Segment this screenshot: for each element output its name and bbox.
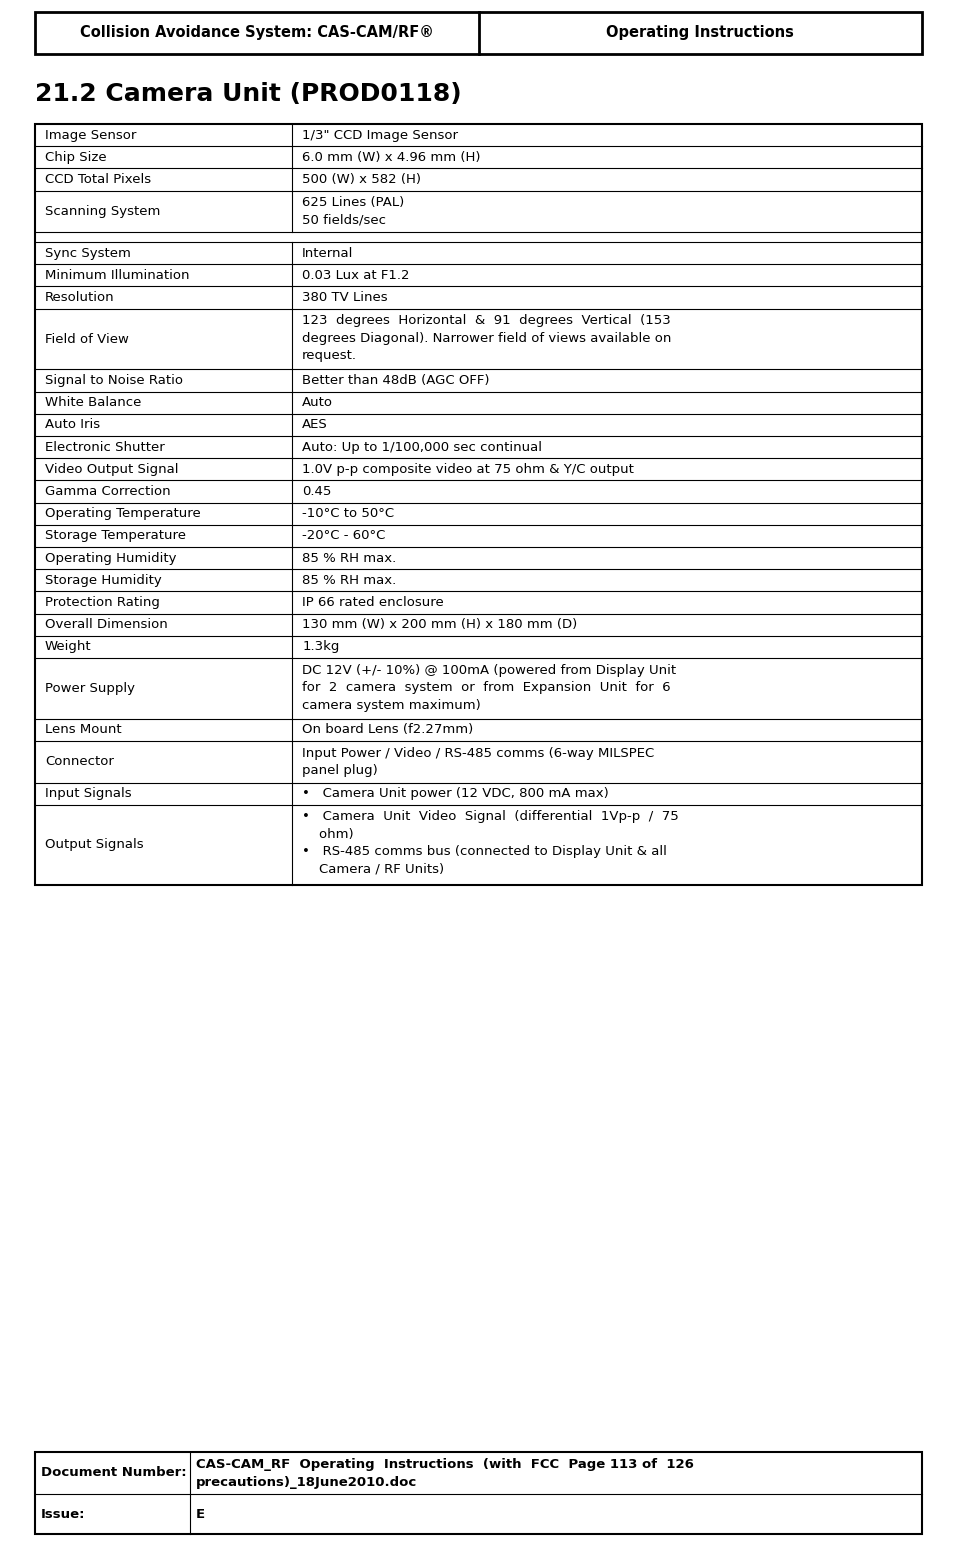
- Text: DC 12V (+/- 10%) @ 100mA (powered from Display Unit
for  2  camera  system  or  : DC 12V (+/- 10%) @ 100mA (powered from D…: [302, 663, 677, 711]
- Text: Minimum Illumination: Minimum Illumination: [45, 269, 189, 281]
- Text: 0.45: 0.45: [302, 485, 332, 498]
- Text: Operating Instructions: Operating Instructions: [607, 25, 794, 40]
- Text: Storage Humidity: Storage Humidity: [45, 574, 162, 587]
- Text: 1.0V p-p composite video at 75 ohm & Υ/C output: 1.0V p-p composite video at 75 ohm & Υ/C…: [302, 462, 634, 476]
- Text: Auto Iris: Auto Iris: [45, 419, 100, 431]
- Text: CAS-CAM_RF  Operating  Instructions  (with  FCC  Page 113 of  126
precautions)_1: CAS-CAM_RF Operating Instructions (with …: [196, 1458, 694, 1489]
- Text: 6.0 mm (W) x 4.96 mm (H): 6.0 mm (W) x 4.96 mm (H): [302, 152, 480, 164]
- Text: CCD Total Pixels: CCD Total Pixels: [45, 173, 151, 186]
- Text: Chip Size: Chip Size: [45, 152, 106, 164]
- Text: 130 mm (W) x 200 mm (H) x 180 mm (D): 130 mm (W) x 200 mm (H) x 180 mm (D): [302, 618, 577, 631]
- Text: •   Camera  Unit  Video  Signal  (differential  1Vp-p  /  75
    ohm)
•   RS-485: • Camera Unit Video Signal (differential…: [302, 810, 679, 875]
- Text: •   Camera Unit power (12 VDC, 800 mA max): • Camera Unit power (12 VDC, 800 mA max): [302, 787, 609, 801]
- Text: 1.3kg: 1.3kg: [302, 640, 340, 654]
- Bar: [35, 12, 922, 54]
- Text: Better than 48dB (AGC OFF): Better than 48dB (AGC OFF): [302, 374, 490, 386]
- Text: Weight: Weight: [45, 640, 92, 654]
- Text: White Balance: White Balance: [45, 396, 142, 410]
- Text: On board Lens (f2.27mm): On board Lens (f2.27mm): [302, 724, 474, 736]
- Text: Electronic Shutter: Electronic Shutter: [45, 441, 165, 453]
- Text: Video Output Signal: Video Output Signal: [45, 462, 179, 476]
- Text: Operating Humidity: Operating Humidity: [45, 552, 176, 564]
- Text: E: E: [196, 1507, 206, 1521]
- Text: Image Sensor: Image Sensor: [45, 128, 137, 142]
- Text: Auto: Auto: [302, 396, 333, 410]
- Text: Input Signals: Input Signals: [45, 787, 132, 801]
- Text: Sync System: Sync System: [45, 247, 131, 260]
- Text: 625 Lines (PAL)
50 fields/sec: 625 Lines (PAL) 50 fields/sec: [302, 196, 405, 227]
- Text: IP 66 rated enclosure: IP 66 rated enclosure: [302, 597, 444, 609]
- Text: 1/3" CCD Image Sensor: 1/3" CCD Image Sensor: [302, 128, 458, 142]
- Text: 123  degrees  Horizontal  &  91  degrees  Vertical  (153
degrees Diagonal). Narr: 123 degrees Horizontal & 91 degrees Vert…: [302, 314, 672, 362]
- Text: Protection Rating: Protection Rating: [45, 597, 160, 609]
- Text: Issue:: Issue:: [41, 1507, 85, 1521]
- Text: Field of View: Field of View: [45, 332, 129, 346]
- Text: Gamma Correction: Gamma Correction: [45, 485, 170, 498]
- Text: Document Number:: Document Number:: [41, 1467, 187, 1480]
- Text: 85 % RH max.: 85 % RH max.: [302, 552, 396, 564]
- Text: Overall Dimension: Overall Dimension: [45, 618, 167, 631]
- Text: AES: AES: [302, 419, 328, 431]
- Text: Connector: Connector: [45, 756, 114, 768]
- Text: Internal: Internal: [302, 247, 353, 260]
- Text: 500 (W) x 582 (H): 500 (W) x 582 (H): [302, 173, 421, 186]
- Text: 21.2 Camera Unit (PROD0118): 21.2 Camera Unit (PROD0118): [35, 82, 461, 107]
- Text: Auto: Up to 1/100,000 sec continual: Auto: Up to 1/100,000 sec continual: [302, 441, 543, 453]
- Text: -20°C - 60°C: -20°C - 60°C: [302, 529, 386, 543]
- Text: Output Signals: Output Signals: [45, 838, 144, 852]
- Text: Power Supply: Power Supply: [45, 682, 135, 696]
- Text: Operating Temperature: Operating Temperature: [45, 507, 201, 521]
- Text: -10°C to 50°C: -10°C to 50°C: [302, 507, 394, 521]
- Text: Input Power / Video / RS-485 comms (6-way MILSPEC
panel plug): Input Power / Video / RS-485 comms (6-wa…: [302, 747, 655, 778]
- Text: 85 % RH max.: 85 % RH max.: [302, 574, 396, 587]
- Text: Resolution: Resolution: [45, 291, 115, 305]
- Text: Scanning System: Scanning System: [45, 206, 161, 218]
- Bar: [35, 124, 922, 884]
- Bar: [35, 1452, 922, 1534]
- Text: Lens Mount: Lens Mount: [45, 724, 122, 736]
- Text: Storage Temperature: Storage Temperature: [45, 529, 186, 543]
- Text: 0.03 Lux at F1.2: 0.03 Lux at F1.2: [302, 269, 410, 281]
- Text: Signal to Noise Ratio: Signal to Noise Ratio: [45, 374, 183, 386]
- Text: 380 TV Lines: 380 TV Lines: [302, 291, 388, 305]
- Text: Collision Avoidance System: CAS-CAM/RF®: Collision Avoidance System: CAS-CAM/RF®: [79, 25, 434, 40]
